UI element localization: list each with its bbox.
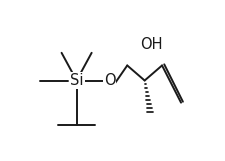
Text: Si: Si [70,73,83,88]
Text: OH: OH [140,37,162,52]
Text: O: O [104,73,115,88]
